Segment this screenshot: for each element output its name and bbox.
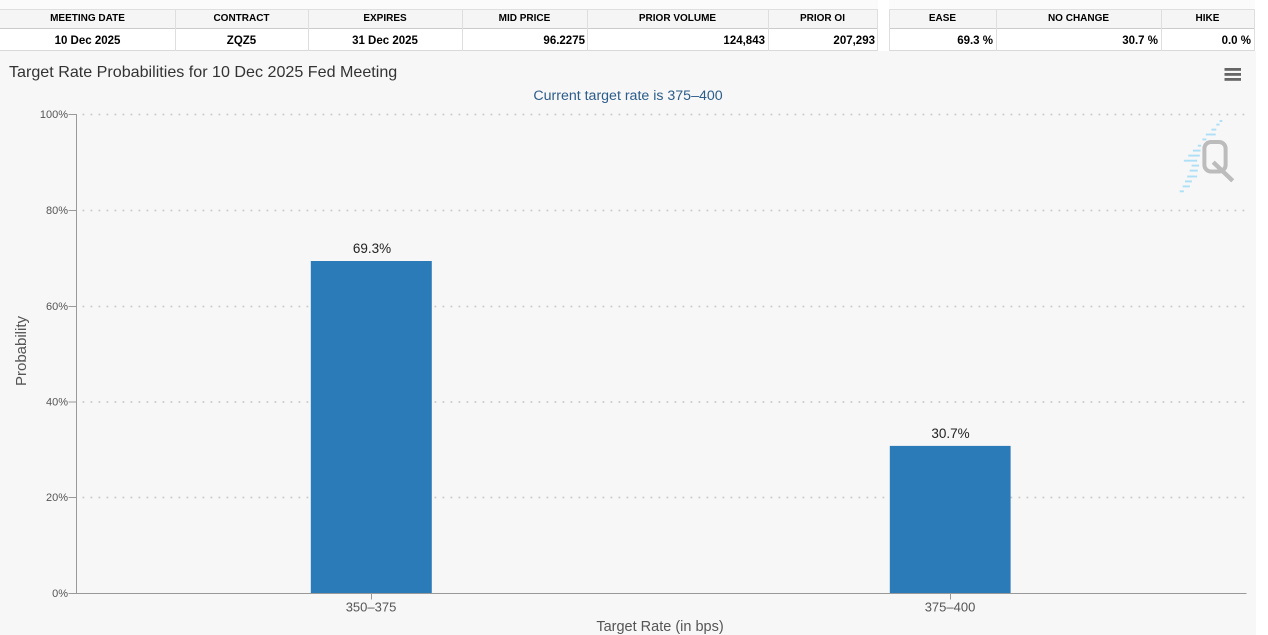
svg-text:Current target rate is 375–400: Current target rate is 375–400 (533, 88, 722, 104)
svg-text:80%: 80% (46, 205, 68, 217)
svg-text:0%: 0% (52, 588, 68, 600)
svg-text:Probability: Probability (13, 315, 30, 386)
svg-text:100%: 100% (40, 109, 68, 121)
svg-text:375–400: 375–400 (925, 600, 976, 615)
svg-text:30.7%: 30.7% (931, 426, 969, 441)
svg-text:350–375: 350–375 (346, 600, 397, 615)
svg-text:60%: 60% (46, 301, 68, 313)
svg-text:Target Rate (in bps): Target Rate (in bps) (596, 619, 723, 635)
svg-text:20%: 20% (46, 492, 68, 504)
svg-text:Target Rate Probabilities for: Target Rate Probabilities for 10 Dec 202… (9, 63, 397, 81)
svg-text:69.3%: 69.3% (353, 241, 391, 256)
svg-text:40%: 40% (46, 397, 68, 409)
